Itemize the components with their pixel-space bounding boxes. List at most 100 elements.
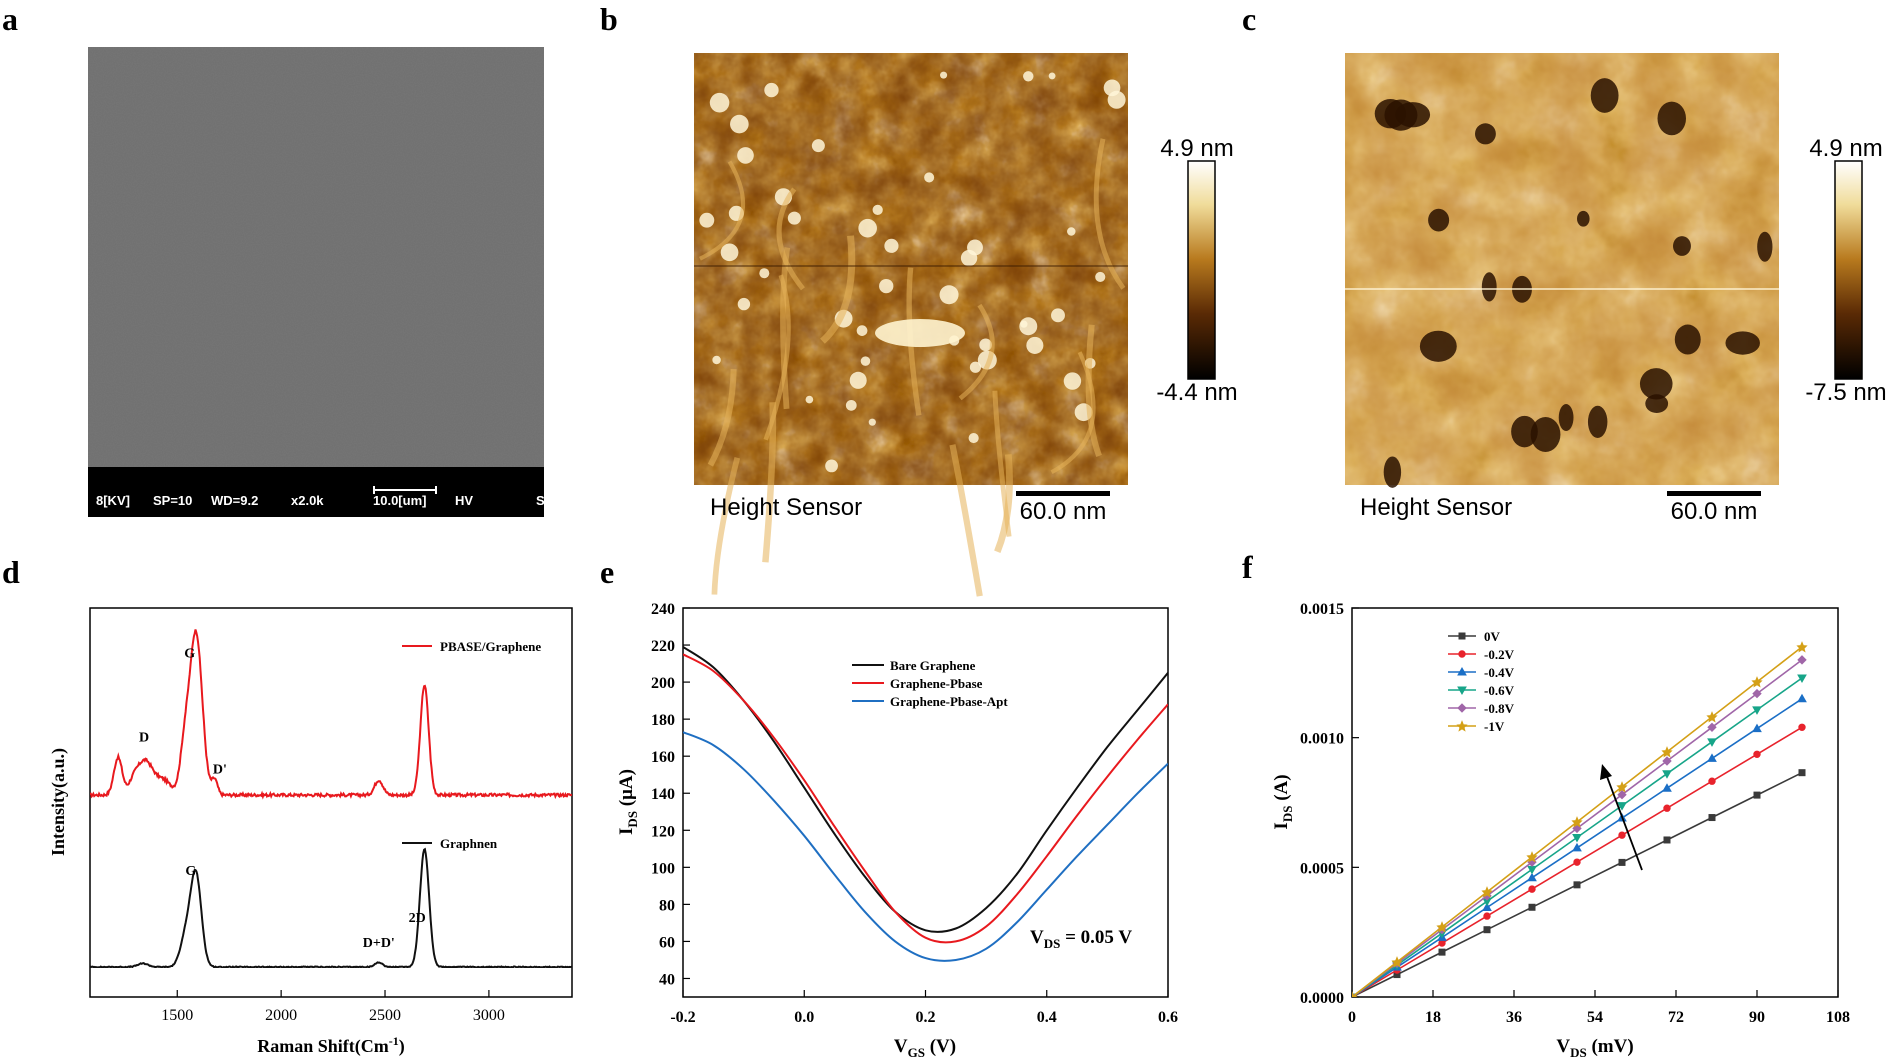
legend-label-f: -1V <box>1484 719 1505 734</box>
x-tick-label-d: 2000 <box>265 1007 297 1024</box>
x-ticks-d: 1500 2000 2500 3000 <box>161 990 505 1024</box>
series-line-graphene-pbase-apt <box>683 731 1168 962</box>
afm-particle <box>737 147 754 164</box>
panel-f: f 0 18 36 54 72 90 108 0.0000 0.0005 0.0010 0.0015… <box>1242 549 1850 1060</box>
data-point-f <box>1797 674 1807 684</box>
data-point-f <box>1797 655 1807 665</box>
sem-texture <box>88 47 544 467</box>
x-tick-label-f: 54 <box>1587 1009 1603 1026</box>
scalebar-label-b: 60.0 nm <box>1020 498 1107 525</box>
legend-label-e: Graphene-Pbase-Apt <box>890 694 1008 709</box>
afm-particle <box>872 204 883 215</box>
afm-particle <box>879 278 894 294</box>
afm-aggregate <box>875 319 965 347</box>
afm-particle <box>1051 308 1065 323</box>
panel-letter-c: c <box>1242 1 1256 37</box>
data-point-f <box>1483 926 1491 934</box>
x-tick-label-d: 3000 <box>473 1007 505 1024</box>
data-point-f <box>1352 991 1358 997</box>
afm-pit <box>1511 415 1538 448</box>
afm-particles-b <box>699 71 1126 597</box>
afm-pit <box>1587 405 1608 438</box>
data-point-f <box>1573 858 1581 866</box>
caption-c: Height Sensor <box>1360 494 1512 521</box>
panel-c: c Height Sensor 60.0 nm 4.9 nm -7.5 nm <box>1242 1 1887 525</box>
x-axis-label-d: Raman Shift(Cm-1) <box>257 1034 405 1057</box>
legend-label-f: 0V <box>1484 629 1501 644</box>
data-point-f <box>1751 676 1763 688</box>
data-point-f <box>1527 872 1537 882</box>
series-line-graphene-pbase <box>683 653 1168 944</box>
afm-pit <box>1475 123 1496 145</box>
legend-label-f: -0.8V <box>1484 701 1515 716</box>
afm-particle <box>860 356 871 366</box>
y-tick-label-e: 180 <box>651 712 675 729</box>
afm-pit <box>1645 394 1669 413</box>
data-point-f <box>1708 777 1716 785</box>
afm-particle <box>712 355 721 365</box>
afm-particle <box>1063 372 1082 390</box>
afm-particle <box>858 218 877 238</box>
legend-label-e: Bare Graphene <box>890 658 976 673</box>
afm-fiber <box>776 187 805 291</box>
data-point-f <box>1528 885 1536 893</box>
afm-particle <box>884 238 899 253</box>
data-point-f <box>1752 706 1762 715</box>
x-tick-label-f: 18 <box>1425 1009 1441 1026</box>
afm-pit <box>1481 272 1497 302</box>
data-point-f <box>1708 814 1716 822</box>
x-tick-label-f: 90 <box>1749 1009 1765 1026</box>
data-point-f <box>1457 686 1467 696</box>
afm-particle <box>967 239 983 256</box>
data-point-f <box>1616 781 1628 793</box>
y-tick-label-e: 60 <box>659 934 675 951</box>
x-tick-label-f: 36 <box>1506 1009 1522 1026</box>
x-tick-label-f: 108 <box>1826 1009 1850 1026</box>
data-point-f <box>1706 711 1718 723</box>
scalebar-c <box>1667 491 1761 496</box>
peak-label: G <box>184 646 195 661</box>
afm-particle <box>868 418 876 426</box>
y-axis-label-e: IDS (μA) <box>616 769 640 835</box>
afm-particle <box>825 459 838 473</box>
panel-a: a 8[KV] SP=10 WD=9.2 x2.0k 10.0[um] HV S <box>2 1 545 517</box>
afm-pit <box>1725 331 1760 355</box>
afm-particle <box>811 139 825 153</box>
x-axis-label-f: VDS (mV) <box>1556 1036 1633 1060</box>
afm-pit <box>1757 231 1773 262</box>
scalebar-label-c: 60.0 nm <box>1671 498 1758 525</box>
series-d <box>90 629 572 968</box>
scalebar-b <box>1016 491 1110 496</box>
afm-fiber <box>1085 324 1102 457</box>
data-point-f <box>1458 650 1466 658</box>
sem-mode: HV <box>455 493 473 508</box>
data-point-f <box>1707 753 1717 762</box>
afm-pit <box>1590 78 1619 113</box>
y-axis-label-f: IDS (A) <box>1271 774 1295 829</box>
afm-particle <box>924 172 935 183</box>
afm-particle <box>1048 72 1056 80</box>
data-point-f <box>1572 834 1582 843</box>
sem-voltage: 8[KV] <box>96 493 130 508</box>
peak-labels-d: G D D' G 2D D+D' <box>139 646 426 950</box>
series-f <box>1352 641 1808 997</box>
afm-particle <box>699 212 715 228</box>
afm-fiber <box>958 303 995 401</box>
x-axis-label-e: VGS (V) <box>894 1036 956 1060</box>
caption-b: Height Sensor <box>710 494 862 521</box>
afm-particle <box>805 395 814 404</box>
afm-pit <box>1672 236 1691 256</box>
data-point-f <box>1663 804 1671 812</box>
afm-pit <box>1657 101 1686 136</box>
legend-label-e: Graphene-Pbase <box>890 676 983 691</box>
legend-label-f: -0.4V <box>1484 665 1515 680</box>
series-e <box>683 646 1168 962</box>
afm-particle <box>969 361 982 373</box>
panel-e: e -0.2 0.0 0.2 0.4 0.6 40 60 80 100 120 140 160 180 2… <box>600 554 1178 1060</box>
data-point-f <box>1483 912 1491 920</box>
series-line-bare-graphene <box>683 646 1168 933</box>
panel-b: b Height Sensor 60.0 nm 4.9 nm -4.4 nm <box>600 1 1238 597</box>
series-line-graphnen <box>90 847 572 968</box>
afm-fiber <box>994 454 1013 554</box>
legend-e: Bare Graphene Graphene-Pbase Graphene-Pbas… <box>852 658 1008 709</box>
